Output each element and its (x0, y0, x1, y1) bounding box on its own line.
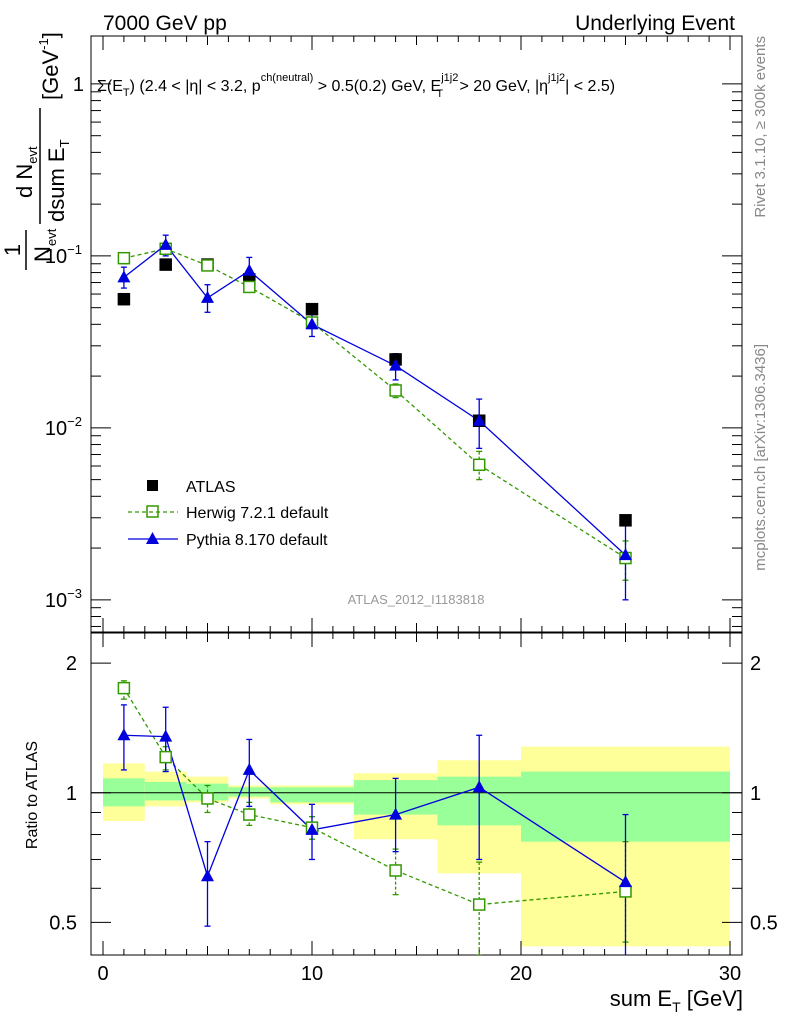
legend-marker-pythia (146, 532, 159, 544)
mcplots-label: mcplots.cern.ch [arXiv:1306.3436] (752, 344, 769, 571)
herwig-point (389, 384, 402, 397)
atlas-point (619, 514, 632, 527)
herwig-point (117, 251, 131, 265)
y-tick-label: 1 (73, 74, 84, 96)
rivet-label: Rivet 3.1.10, ≥ 300k events (752, 36, 769, 218)
ratio-y-tick-label-right: 2 (750, 653, 761, 675)
main-ylabel-num: d Nevt (12, 146, 40, 198)
atlas-point (305, 302, 319, 316)
herwig-ratio-point (389, 864, 402, 877)
ratio-y-tick-label-right: 1 (750, 783, 761, 805)
pythia-ratio-point (117, 728, 131, 741)
ratio-y-tick-label: 1 (66, 783, 77, 805)
pythia-point (201, 290, 214, 303)
svg-text:1: 1 (0, 244, 25, 256)
y-tick-label: 10−1 (45, 242, 82, 268)
analysis-watermark: ATLAS_2012_I1183818 (348, 592, 485, 607)
pythia-ratio-point (305, 822, 319, 835)
atlas-point (117, 292, 131, 306)
svg-text:N: N (30, 246, 55, 262)
legend-label-pythia: Pythia 8.170 default (186, 532, 328, 549)
herwig-point (243, 280, 256, 294)
pythia-point (619, 548, 632, 561)
herwig-ratio-point (159, 750, 172, 764)
main-panel: 1 10−1 10−2 10−3 (45, 35, 743, 633)
x-tick-label: 0 (97, 963, 108, 985)
herwig-line (123, 248, 626, 559)
pythia-point (117, 270, 131, 283)
y-tick-label: 10−2 (45, 414, 82, 440)
main-ylabel: 1 N evt d Nevt dsum ET [GeV-1] (0, 32, 72, 270)
x-axis-label: sum ET [GeV] (610, 986, 743, 1015)
ratio-y-tick-label-right: 0.5 (750, 912, 778, 934)
herwig-ratio-point (117, 681, 131, 695)
pythia-ratio-point (472, 780, 486, 793)
pythia-ratio-point (389, 807, 403, 820)
selection-text: Σ(ET) (2.4 < |η| < 3.2, pch(neutral) > 0… (97, 72, 615, 100)
x-tick-label: 10 (301, 963, 323, 985)
pythia-point (389, 358, 403, 371)
svg-text:evt: evt (44, 228, 59, 246)
herwig-ratio-point (201, 792, 214, 805)
pythia-ratio-point (619, 875, 632, 888)
herwig-ratio-point (619, 885, 632, 898)
ratio-band-inner (270, 787, 354, 803)
legend-marker-herwig (146, 505, 159, 518)
herwig-point (201, 259, 214, 272)
atlas-point (159, 258, 172, 271)
x-tick-label: 20 (510, 963, 532, 985)
pythia-point (472, 413, 486, 426)
legend-label-herwig: Herwig 7.2.1 default (186, 505, 329, 522)
ratio-y-tick-label: 0.5 (49, 912, 77, 934)
y-tick-label: 10−3 (45, 586, 82, 612)
main-ylabel-den: dsum ET (44, 139, 72, 222)
pythia-line (123, 243, 626, 556)
ratio-panel: 0 10 20 30 0.5 0.5 1 1 2 2 (49, 632, 778, 985)
ratio-ylabel: Ratio to ATLAS (24, 741, 41, 849)
main-ylabel-unit: [GeV-1] (36, 32, 63, 100)
pythia-ratio-point (201, 869, 214, 882)
legend-marker-atlas (147, 480, 158, 491)
herwig-point (472, 458, 486, 472)
pythia-ratio-point (159, 729, 173, 742)
legend-label-atlas: ATLAS (186, 479, 236, 496)
pythia-point (242, 263, 256, 276)
herwig-ratio-point (472, 898, 486, 911)
header-right: Underlying Event (575, 12, 735, 35)
pythia-ratio-line (123, 734, 626, 883)
legend: ATLAS Herwig 7.2.1 default Pythia 8.170 … (128, 479, 329, 549)
ratio-series (117, 680, 632, 955)
herwig-ratio-point (243, 808, 256, 821)
ratio-band-inner (144, 781, 187, 801)
header-left: 7000 GeV pp (103, 12, 227, 35)
pythia-point (159, 237, 173, 250)
pythia-ratio-point (242, 762, 256, 775)
ratio-y-tick-label: 2 (66, 653, 77, 675)
x-tick-label: 30 (719, 963, 741, 985)
pythia-point (305, 317, 319, 330)
